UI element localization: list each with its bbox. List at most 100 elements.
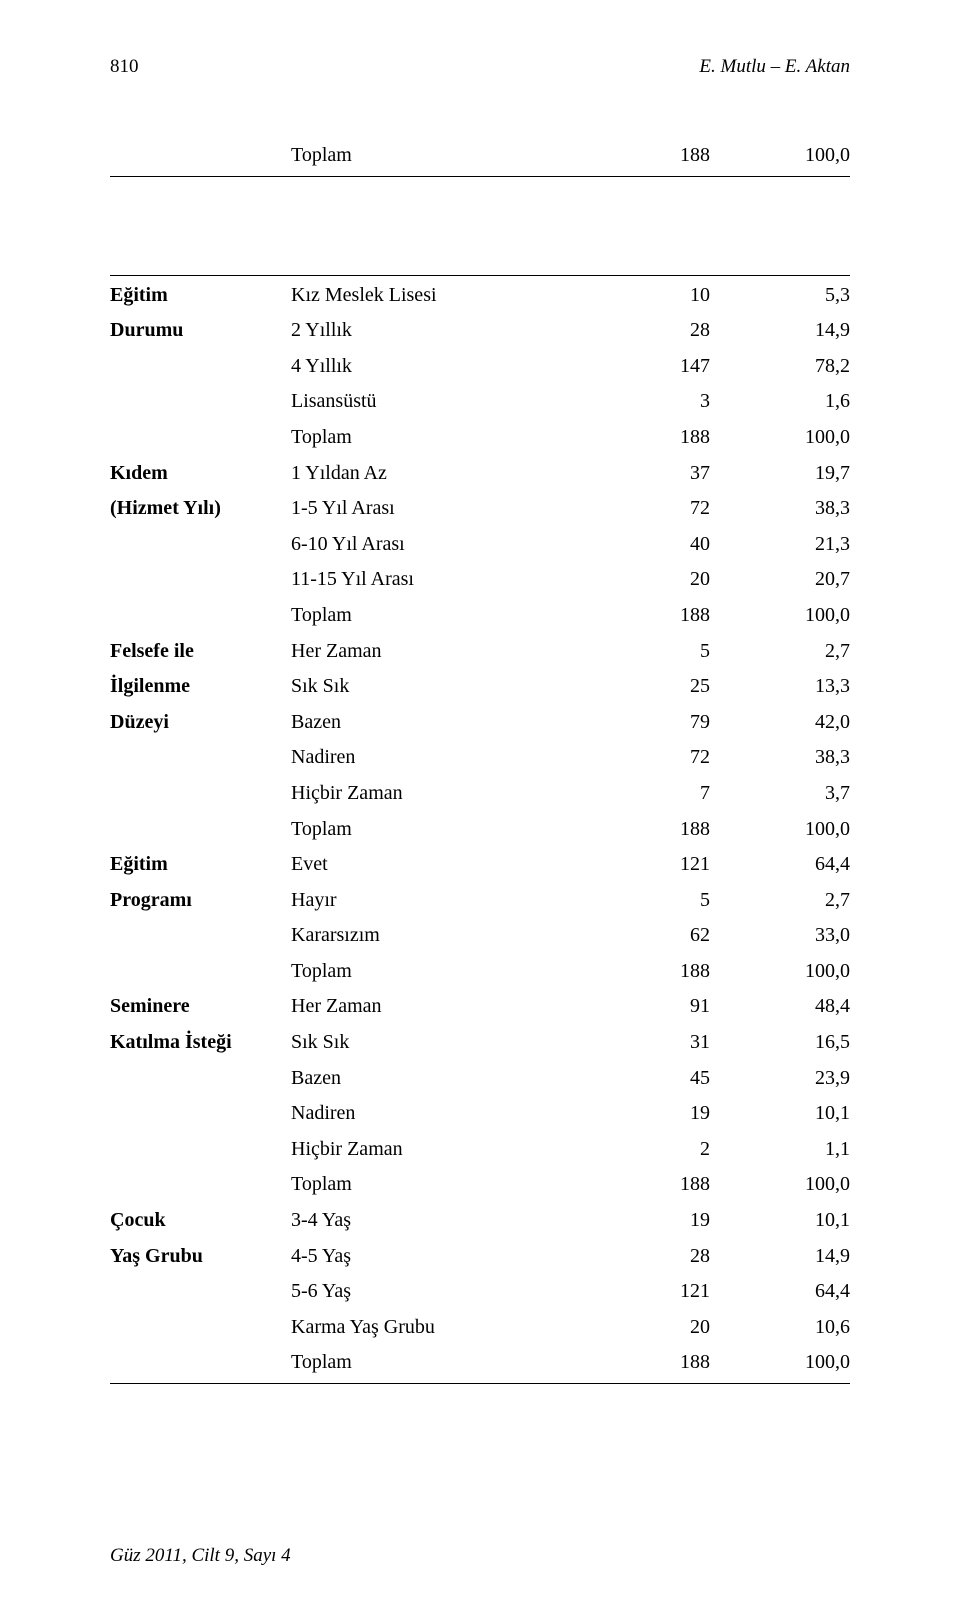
group-label (110, 384, 291, 420)
table-row: Lisansüstü31,6 (110, 384, 850, 420)
cell-pct: 64,4 (720, 847, 850, 883)
cell-category: Evet (291, 847, 600, 883)
table-row: Nadiren7238,3 (110, 740, 850, 776)
group-label-line: Çocuk (110, 1203, 285, 1239)
group-label-line: Kıdem (110, 456, 285, 492)
group-label: (Hizmet Yılı) (110, 491, 291, 527)
cell-category: Toplam (291, 1167, 600, 1203)
cell-category: 3-4 Yaş (291, 1203, 600, 1239)
table-row: Kararsızım6233,0 (110, 918, 850, 954)
cell-pct: 42,0 (720, 705, 850, 741)
group-label (110, 349, 291, 385)
group-label (110, 740, 291, 776)
group-label (110, 1274, 291, 1310)
cell-category: Toplam (291, 812, 600, 848)
table-row: Hiçbir Zaman73,7 (110, 776, 850, 812)
cell-n: 10 (600, 278, 720, 314)
table-row: EğitimEvet12164,4 (110, 847, 850, 883)
cell-pct: 100,0 (720, 1167, 850, 1203)
table-row: EğitimKız Meslek Lisesi105,3 (110, 278, 850, 314)
cell-category: Nadiren (291, 740, 600, 776)
table-row: Nadiren1910,1 (110, 1096, 850, 1132)
cell-n: 28 (600, 1239, 720, 1275)
cell-n: 40 (600, 527, 720, 563)
cell-n: 188 (600, 812, 720, 848)
table-spacer (110, 179, 850, 273)
cell-pct: 33,0 (720, 918, 850, 954)
cell-category: Toplam (291, 954, 600, 990)
cell-n: 72 (600, 491, 720, 527)
table-row: İlgilenmeSık Sık2513,3 (110, 669, 850, 705)
group-label-line: İlgilenme (110, 669, 285, 705)
cell-n: 79 (600, 705, 720, 741)
table-row: SeminereHer Zaman9148,4 (110, 989, 850, 1025)
group-label (110, 1061, 291, 1097)
table-row: 11-15 Yıl Arası2020,7 (110, 562, 850, 598)
group-label: Felsefe ile (110, 634, 291, 670)
cell-n: 19 (600, 1096, 720, 1132)
group-label (110, 812, 291, 848)
cell-category: Bazen (291, 1061, 600, 1097)
footer-citation: Güz 2011, Cilt 9, Sayı 4 (110, 1545, 291, 1567)
cell-pct: 23,9 (720, 1061, 850, 1097)
group-label (110, 562, 291, 598)
table-row: DüzeyiBazen7942,0 (110, 705, 850, 741)
cell-pct: 100,0 (720, 138, 850, 174)
cell-pct: 100,0 (720, 598, 850, 634)
table-row: Toplam188100,0 (110, 598, 850, 634)
authors: E. Mutlu – E. Aktan (699, 56, 850, 78)
cell-category: 4-5 Yaş (291, 1239, 600, 1275)
cell-pct: 16,5 (720, 1025, 850, 1061)
group-label (110, 138, 291, 174)
cell-category: Kız Meslek Lisesi (291, 278, 600, 314)
group-label (110, 1310, 291, 1346)
table-row: 4 Yıllık14778,2 (110, 349, 850, 385)
page: 810 E. Mutlu – E. Aktan Toplam 188 100,0… (0, 0, 960, 1607)
cell-category: Sık Sık (291, 1025, 600, 1061)
group-label-line: Eğitim (110, 278, 285, 314)
group-label: Durumu (110, 313, 291, 349)
table-row: 6-10 Yıl Arası4021,3 (110, 527, 850, 563)
group-label-line: Durumu (110, 313, 285, 349)
cell-category: 1 Yıldan Az (291, 456, 600, 492)
cell-category: Toplam (291, 138, 600, 174)
cell-pct: 14,9 (720, 1239, 850, 1275)
cell-category: 2 Yıllık (291, 313, 600, 349)
group-label (110, 527, 291, 563)
cell-n: 188 (600, 598, 720, 634)
cell-n: 7 (600, 776, 720, 812)
cell-category: 4 Yıllık (291, 349, 600, 385)
cell-pct: 3,7 (720, 776, 850, 812)
group-label (110, 918, 291, 954)
groups-container: EğitimKız Meslek Lisesi105,3Durumu2 Yıll… (110, 278, 850, 1381)
group-label (110, 1132, 291, 1168)
cell-n: 20 (600, 562, 720, 598)
cell-category: Nadiren (291, 1096, 600, 1132)
cell-pct: 20,7 (720, 562, 850, 598)
group-label: Katılma İsteği (110, 1025, 291, 1061)
group-label: Programı (110, 883, 291, 919)
cell-category: 5-6 Yaş (291, 1274, 600, 1310)
cell-pct: 13,3 (720, 669, 850, 705)
page-number: 810 (110, 56, 139, 78)
group-label-line: (Hizmet Yılı) (110, 491, 285, 527)
group-label: Çocuk (110, 1203, 291, 1239)
cell-pct: 38,3 (720, 740, 850, 776)
group-label (110, 776, 291, 812)
cell-category: 1-5 Yıl Arası (291, 491, 600, 527)
table-row: Karma Yaş Grubu2010,6 (110, 1310, 850, 1346)
cell-category: Hiçbir Zaman (291, 1132, 600, 1168)
table-row: Toplam188100,0 (110, 1167, 850, 1203)
group-label: İlgilenme (110, 669, 291, 705)
table-row: Kıdem1 Yıldan Az3719,7 (110, 456, 850, 492)
cell-category: Toplam (291, 1345, 600, 1381)
cell-category: Kararsızım (291, 918, 600, 954)
group-label: Eğitim (110, 278, 291, 314)
cell-pct: 48,4 (720, 989, 850, 1025)
cell-pct: 10,1 (720, 1096, 850, 1132)
cell-n: 91 (600, 989, 720, 1025)
cell-n: 188 (600, 954, 720, 990)
cell-pct: 1,1 (720, 1132, 850, 1168)
group-label-line: Eğitim (110, 847, 285, 883)
group-label-line: Yaş Grubu (110, 1239, 285, 1275)
